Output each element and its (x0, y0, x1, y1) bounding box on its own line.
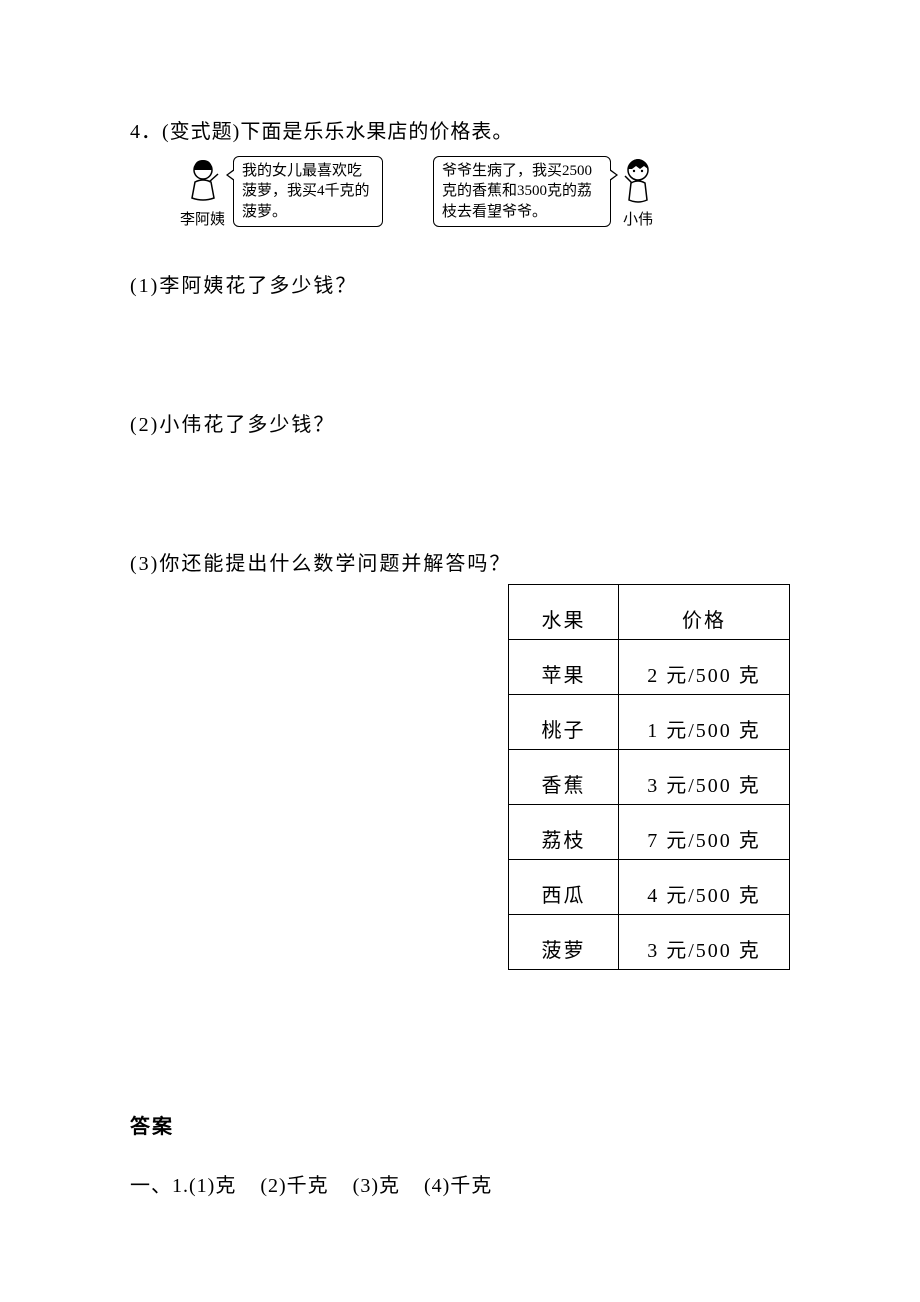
price-cell: 4 元/500 克 (619, 860, 790, 915)
speech-left: 李阿姨 我的女儿最喜欢吃菠萝，我买4千克的菠萝。 (180, 156, 383, 229)
price-cell: 3 元/500 克 (619, 915, 790, 970)
avatar-label-left: 李阿姨 (180, 208, 225, 229)
header-fruit: 水果 (509, 585, 619, 640)
price-table: 水果 价格 苹果 2 元/500 克 桃子 1 元/500 克 香蕉 3 元/5… (508, 584, 790, 970)
header-price: 价格 (619, 585, 790, 640)
fruit-cell: 香蕉 (509, 750, 619, 805)
table-row: 香蕉 3 元/500 克 (509, 750, 790, 805)
price-cell: 2 元/500 克 (619, 640, 790, 695)
price-cell: 3 元/500 克 (619, 750, 790, 805)
avatar-xiaowei: 小伟 (619, 156, 657, 229)
speech-bubble-right: 爷爷生病了，我买2500克的香蕉和3500克的荔枝去看望爷爷。 (433, 156, 611, 227)
avatar-label-right: 小伟 (623, 208, 653, 229)
answer-item: (2)千克 (260, 1175, 328, 1197)
woman-avatar-icon (184, 156, 222, 206)
answer-prefix: 一、1. (130, 1175, 189, 1197)
price-cell: 7 元/500 克 (619, 805, 790, 860)
speech-right: 爷爷生病了，我买2500克的香蕉和3500克的荔枝去看望爷爷。 小伟 (433, 156, 657, 229)
avatar-li-ayi: 李阿姨 (180, 156, 225, 229)
fruit-cell: 菠萝 (509, 915, 619, 970)
answers-heading: 答案 (130, 1110, 790, 1139)
question-tag: (变式题) (162, 121, 240, 143)
fruit-cell: 苹果 (509, 640, 619, 695)
speech-bubble-left: 我的女儿最喜欢吃菠萝，我买4千克的菠萝。 (233, 156, 383, 227)
question-number: 4． (130, 121, 162, 143)
table-row: 苹果 2 元/500 克 (509, 640, 790, 695)
speech-row: 李阿姨 我的女儿最喜欢吃菠萝，我买4千克的菠萝。 爷爷生病了，我买2500克的香… (180, 156, 790, 229)
sub-question-1: (1)李阿姨花了多少钱？ (130, 269, 790, 298)
price-table-wrap: 水果 价格 苹果 2 元/500 克 桃子 1 元/500 克 香蕉 3 元/5… (130, 584, 790, 970)
table-row: 荔枝 7 元/500 克 (509, 805, 790, 860)
price-cell: 1 元/500 克 (619, 695, 790, 750)
table-row: 桃子 1 元/500 克 (509, 695, 790, 750)
sub-question-2: (2)小伟花了多少钱？ (130, 408, 790, 437)
fruit-cell: 桃子 (509, 695, 619, 750)
answer-item: (3)克 (353, 1175, 400, 1197)
question-title: 4．(变式题)下面是乐乐水果店的价格表。 (130, 115, 790, 144)
answer-item: (4)千克 (424, 1175, 492, 1197)
sub-question-3: (3)你还能提出什么数学问题并解答吗？ (130, 547, 790, 576)
answer-line-1: 一、1.(1)克 (2)千克 (3)克 (4)千克 (130, 1169, 790, 1198)
table-row: 菠萝 3 元/500 克 (509, 915, 790, 970)
question-stem: 下面是乐乐水果店的价格表。 (240, 121, 513, 143)
answer-item: (1)克 (189, 1175, 236, 1197)
fruit-cell: 西瓜 (509, 860, 619, 915)
table-row: 西瓜 4 元/500 克 (509, 860, 790, 915)
fruit-cell: 荔枝 (509, 805, 619, 860)
table-header-row: 水果 价格 (509, 585, 790, 640)
boy-avatar-icon (619, 156, 657, 206)
